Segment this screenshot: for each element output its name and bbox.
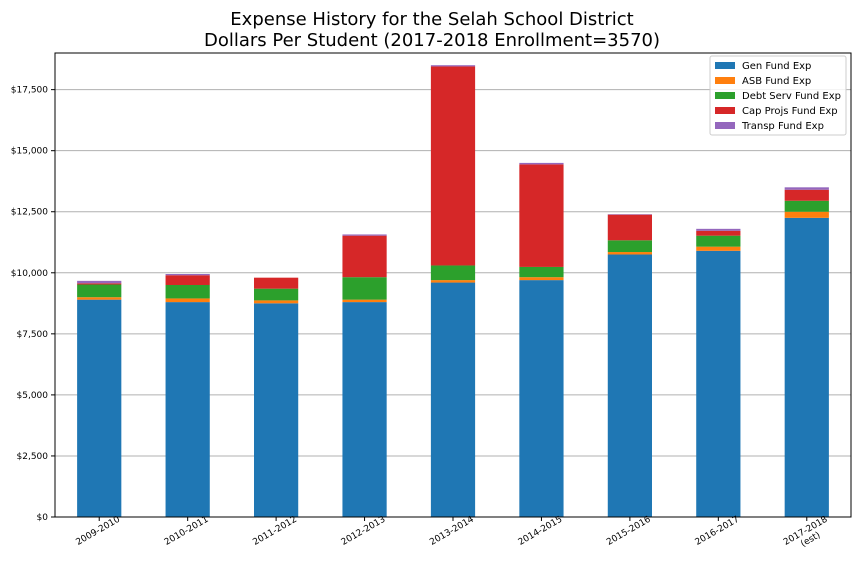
x-tick-label: 2009-2010: [74, 515, 122, 548]
bar-segment: [342, 234, 387, 236]
bar-segment: [519, 266, 564, 278]
legend-swatch: [715, 107, 735, 114]
legend-swatch: [715, 77, 735, 84]
legend-swatch: [715, 92, 735, 99]
x-tick-label: 2017-2018(est): [782, 515, 835, 557]
legend-label: Debt Serv Fund Exp: [742, 91, 841, 102]
y-tick-label: $15,000: [11, 147, 48, 157]
bar-segment: [254, 288, 299, 301]
y-tick-label: $7,500: [17, 330, 49, 340]
bar-segment: [165, 298, 210, 303]
bar-segment: [342, 302, 387, 517]
bar-segment: [165, 285, 210, 299]
bar-segment: [784, 187, 829, 190]
x-tick-label: 2011-2012: [251, 515, 298, 548]
legend-label: ASB Fund Exp: [742, 76, 811, 87]
bar-segment: [430, 280, 476, 283]
bar-segment: [784, 211, 829, 218]
bar-segment: [696, 228, 741, 231]
bar-segment: [77, 297, 122, 300]
x-tick-label: 2015-2016: [605, 515, 653, 548]
bar-segment: [77, 299, 122, 517]
y-tick-label: $5,000: [17, 391, 49, 401]
bar-segment: [784, 189, 829, 201]
bar-segment: [696, 230, 741, 236]
bar-segment: [607, 252, 652, 255]
bar-segment: [519, 164, 564, 267]
bar-segment: [77, 284, 122, 298]
legend-label: Cap Projs Fund Exp: [742, 106, 838, 117]
bar-segment: [165, 275, 210, 285]
y-tick-label: $0: [37, 513, 49, 523]
bar-segment: [784, 200, 829, 212]
y-tick-label: $17,500: [11, 86, 48, 96]
x-tick-label: 2013-2014: [428, 515, 476, 548]
x-tick-label: 2014-2015: [517, 515, 564, 548]
bar-segment: [77, 283, 122, 285]
bar-segment: [254, 300, 299, 304]
bar-segment: [607, 214, 652, 241]
bar-segment: [165, 302, 210, 517]
bar-segment: [519, 277, 564, 281]
bar-segment: [430, 282, 476, 517]
y-tick-label: $12,500: [11, 208, 48, 218]
legend-swatch: [715, 62, 735, 69]
bar-segment: [77, 280, 122, 284]
x-tick-label: 2016-2017: [694, 515, 741, 548]
bar-segment: [254, 303, 299, 517]
x-tick-label: 2012-2013: [340, 515, 387, 548]
bar-segment: [430, 65, 476, 67]
bar-segment: [254, 277, 299, 289]
bar-segment: [696, 235, 741, 247]
bar-segment: [430, 265, 476, 281]
bar-segment: [696, 246, 741, 251]
bar-segment: [165, 274, 210, 276]
bar-segment: [696, 250, 741, 517]
y-tick-label: $2,500: [17, 452, 49, 462]
bar-segment: [519, 280, 564, 517]
legend-swatch: [715, 122, 735, 129]
legend-box: [709, 55, 847, 136]
bar-segment: [519, 162, 564, 165]
bar-segment: [342, 235, 387, 278]
chart-title: Expense History for the Selah School Dis…: [230, 9, 634, 30]
x-tick-label: 2010-2011: [163, 515, 210, 548]
chart-subtitle: Dollars Per Student (2017-2018 Enrollmen…: [203, 30, 661, 51]
bar-segment: [784, 217, 829, 517]
bar-segment: [607, 254, 652, 517]
bar-segment: [342, 277, 387, 300]
legend-label: Gen Fund Exp: [742, 61, 811, 72]
y-tick-label: $10,000: [11, 269, 48, 279]
legend-label: Transp Fund Exp: [741, 121, 824, 132]
bar-segment: [430, 66, 476, 266]
bar-segment: [607, 240, 652, 253]
bar-segment: [342, 299, 387, 303]
